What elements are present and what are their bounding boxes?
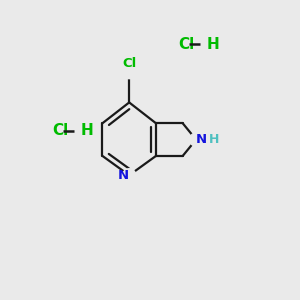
Text: H: H	[206, 37, 219, 52]
Text: Cl: Cl	[52, 123, 68, 138]
Circle shape	[190, 133, 202, 146]
Text: Cl: Cl	[122, 57, 136, 70]
Text: N: N	[118, 169, 129, 182]
Circle shape	[123, 169, 136, 182]
Text: N: N	[196, 133, 207, 146]
Text: Cl: Cl	[178, 37, 194, 52]
Circle shape	[120, 61, 138, 79]
Text: H: H	[208, 133, 219, 146]
Text: H: H	[80, 123, 93, 138]
